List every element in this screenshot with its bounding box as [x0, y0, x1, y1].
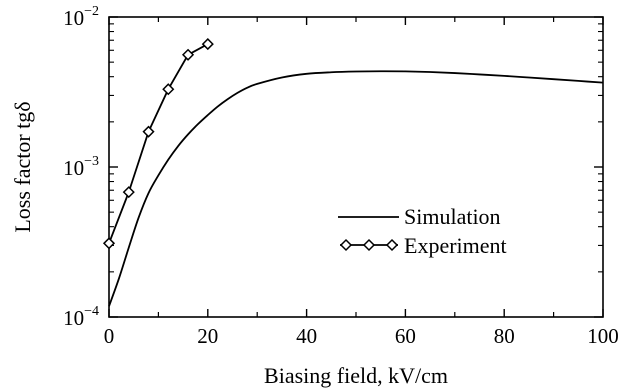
x-tick-label: 0 — [104, 324, 115, 348]
x-tick-labels: 0 20 40 60 80 100 — [104, 324, 619, 348]
x-axis-label: Biasing field, kV/cm — [264, 363, 448, 388]
y-axis-label: Loss factor tgδ — [10, 101, 35, 232]
legend-simulation-label: Simulation — [404, 204, 501, 229]
experiment-data-point — [162, 83, 175, 96]
y-tick-label: 10−2 — [63, 4, 99, 30]
x-tick-label: 40 — [296, 324, 317, 348]
x-tick-label: 100 — [587, 324, 619, 348]
legend: Simulation Experiment — [338, 204, 507, 258]
y-tick-label: 10−3 — [63, 154, 99, 180]
x-tick-label: 80 — [494, 324, 515, 348]
experiment-data-point — [102, 237, 116, 250]
axis-ticks — [108, 16, 604, 318]
y-tick-labels: 10−4 10−3 10−2 — [63, 4, 99, 330]
experiment-data-point — [122, 186, 135, 199]
series-line-simulation — [108, 70, 604, 307]
legend-experiment-diamond — [385, 238, 399, 252]
legend-experiment-diamond — [362, 238, 376, 252]
legend-experiment-label: Experiment — [404, 233, 507, 258]
y-tick-label: 10−4 — [63, 304, 99, 330]
x-tick-label: 60 — [395, 324, 416, 348]
experiment-data-point — [181, 48, 195, 61]
experiment-data-point — [201, 38, 214, 51]
legend-experiment-diamond — [339, 238, 353, 252]
x-tick-label: 20 — [197, 324, 218, 348]
experiment-data-point — [142, 125, 155, 138]
series-line-experiment — [108, 43, 209, 244]
series-layer — [102, 38, 604, 307]
legend-experiment-marker — [339, 238, 399, 252]
